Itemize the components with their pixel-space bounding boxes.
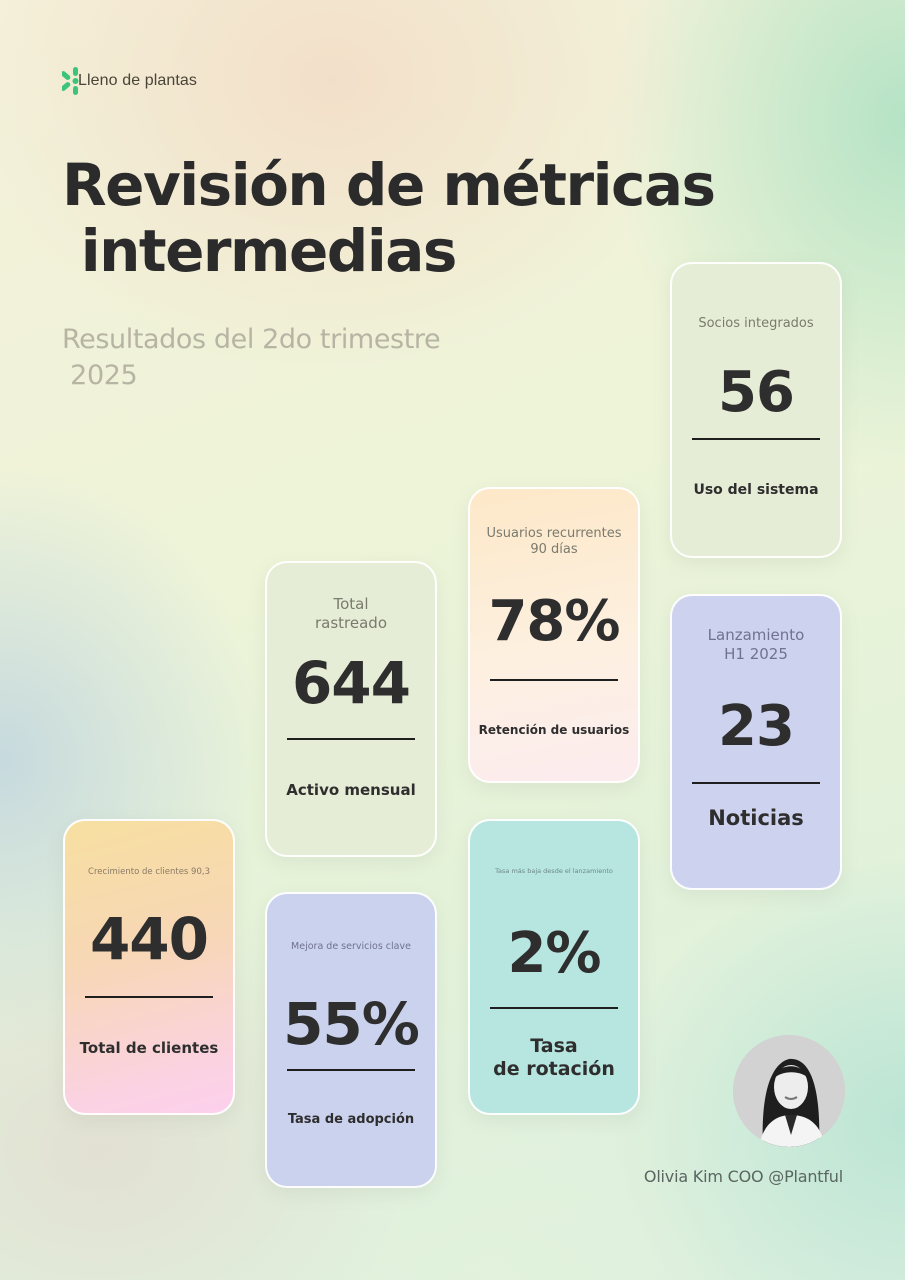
page-subtitle: Resultados del 2do trimestre 2025 bbox=[62, 324, 441, 391]
metric-label: Retención de usuarios bbox=[478, 723, 630, 737]
metric-value: 56 bbox=[718, 360, 795, 425]
metric-caption: Mejora de servicios clave bbox=[291, 941, 411, 952]
divider bbox=[490, 1007, 618, 1009]
metric-label: Noticias bbox=[708, 806, 804, 830]
metric-card-usuarios: Usuarios recurrentes 90 días 78% Retenci… bbox=[468, 487, 640, 783]
sparkle-leaf-icon bbox=[62, 67, 79, 95]
author-credit: Olivia Kim COO @Plantful bbox=[643, 1167, 843, 1186]
metric-label: Activo mensual bbox=[286, 781, 416, 799]
brand-logo: Lleno de plantas bbox=[62, 66, 197, 96]
metric-card-total: Total rastreado 644 Activo mensual bbox=[265, 561, 437, 857]
metric-value: 644 bbox=[291, 649, 411, 717]
page-title: Revisión de métricas intermedias bbox=[62, 151, 716, 285]
divider bbox=[692, 782, 820, 784]
metric-card-tasa: Tasa más baja desde el lanzamiento 2% Ta… bbox=[468, 819, 640, 1115]
brand-name: Lleno de plantas bbox=[78, 72, 198, 89]
divider bbox=[287, 738, 415, 740]
metric-caption: Socios integrados bbox=[698, 316, 814, 331]
metric-card-socios: Socios integrados 56 Uso del sistema bbox=[670, 262, 842, 558]
metric-value: 23 bbox=[718, 694, 795, 759]
metric-card-mejora: Mejora de servicios clave 55% Tasa de ad… bbox=[265, 892, 437, 1188]
metric-value: 2% bbox=[507, 921, 601, 986]
metric-value: 55% bbox=[283, 990, 420, 1058]
metric-caption: Crecimiento de clientes 90,3 bbox=[88, 867, 210, 877]
metric-card-lanzamiento: Lanzamiento H1 2025 23 Noticias bbox=[670, 594, 842, 890]
avatar bbox=[733, 1035, 845, 1147]
metric-card-crecimiento: Crecimiento de clientes 90,3 440 Total d… bbox=[63, 819, 235, 1115]
metric-label: Total de clientes bbox=[79, 1039, 219, 1057]
metric-label: Uso del sistema bbox=[693, 482, 819, 498]
divider bbox=[490, 679, 618, 681]
metric-caption: Total rastreado bbox=[314, 595, 387, 632]
divider bbox=[85, 996, 213, 998]
metric-caption: Lanzamiento H1 2025 bbox=[707, 626, 805, 663]
metric-caption: Usuarios recurrentes 90 días bbox=[486, 526, 622, 558]
person-portrait-icon bbox=[733, 1035, 845, 1147]
divider bbox=[692, 438, 820, 440]
metric-value: 78% bbox=[488, 589, 620, 654]
metric-value: 440 bbox=[89, 905, 209, 973]
metric-caption: Tasa más baja desde el lanzamiento bbox=[495, 867, 613, 875]
metric-label: Tasa de rotación bbox=[493, 1035, 615, 1080]
metric-label: Tasa de adopción bbox=[287, 1112, 415, 1127]
divider bbox=[287, 1069, 415, 1071]
